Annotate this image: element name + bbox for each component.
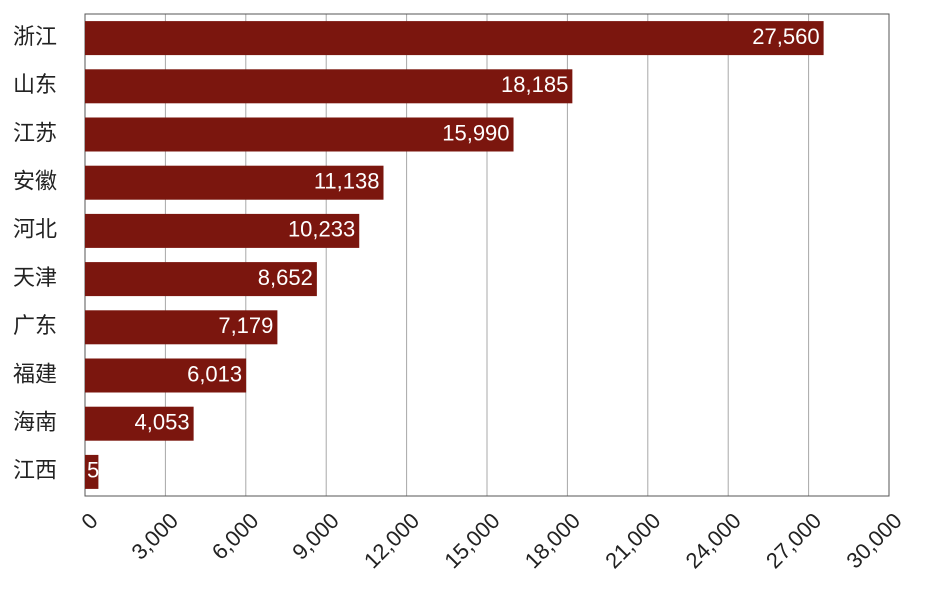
value-label: 15,990 xyxy=(442,120,509,145)
bar xyxy=(85,165,384,200)
bar xyxy=(85,213,360,248)
plot-frame xyxy=(84,13,890,497)
value-label: 5 xyxy=(87,458,99,483)
x-tick-label: 15,000 xyxy=(439,508,504,573)
x-tick-label: 30,000 xyxy=(841,508,906,573)
bar xyxy=(85,262,317,297)
y-tick-label: 山东 xyxy=(13,72,57,97)
y-tick-label: 江西 xyxy=(13,458,57,483)
x-tick-label: 3,000 xyxy=(126,508,183,565)
y-tick-label: 广东 xyxy=(13,313,57,338)
x-tick-label: 9,000 xyxy=(287,508,344,565)
x-tick-label: 21,000 xyxy=(600,508,665,573)
value-label: 11,138 xyxy=(314,169,380,194)
x-tick-label: 6,000 xyxy=(207,508,264,565)
value-label: 6,013 xyxy=(187,361,242,386)
value-label: 8,652 xyxy=(258,265,313,290)
value-label: 27,560 xyxy=(752,24,819,49)
x-tick-label: 24,000 xyxy=(681,508,746,573)
value-label: 7,179 xyxy=(218,313,273,338)
y-tick-label: 安徽 xyxy=(13,169,57,194)
y-tick-label: 福建 xyxy=(13,361,57,386)
x-tick-label: 12,000 xyxy=(359,508,424,573)
bar xyxy=(85,358,247,393)
bar xyxy=(85,117,514,152)
y-tick-label: 浙江 xyxy=(13,24,57,49)
y-tick-label: 江苏 xyxy=(13,120,57,145)
bar xyxy=(85,406,194,441)
bar xyxy=(85,69,573,104)
x-tick-label: 0 xyxy=(76,508,102,534)
y-tick-label: 海南 xyxy=(13,410,57,435)
x-tick-label: 18,000 xyxy=(520,508,585,573)
bar xyxy=(85,21,824,56)
bar xyxy=(85,310,278,345)
value-label: 18,185 xyxy=(501,72,568,97)
y-tick-label: 河北 xyxy=(13,217,57,242)
x-tick-label: 27,000 xyxy=(761,508,826,573)
value-label: 4,053 xyxy=(135,410,190,435)
y-tick-label: 天津 xyxy=(13,265,57,290)
value-label: 10,233 xyxy=(288,217,355,242)
bar xyxy=(85,454,99,489)
